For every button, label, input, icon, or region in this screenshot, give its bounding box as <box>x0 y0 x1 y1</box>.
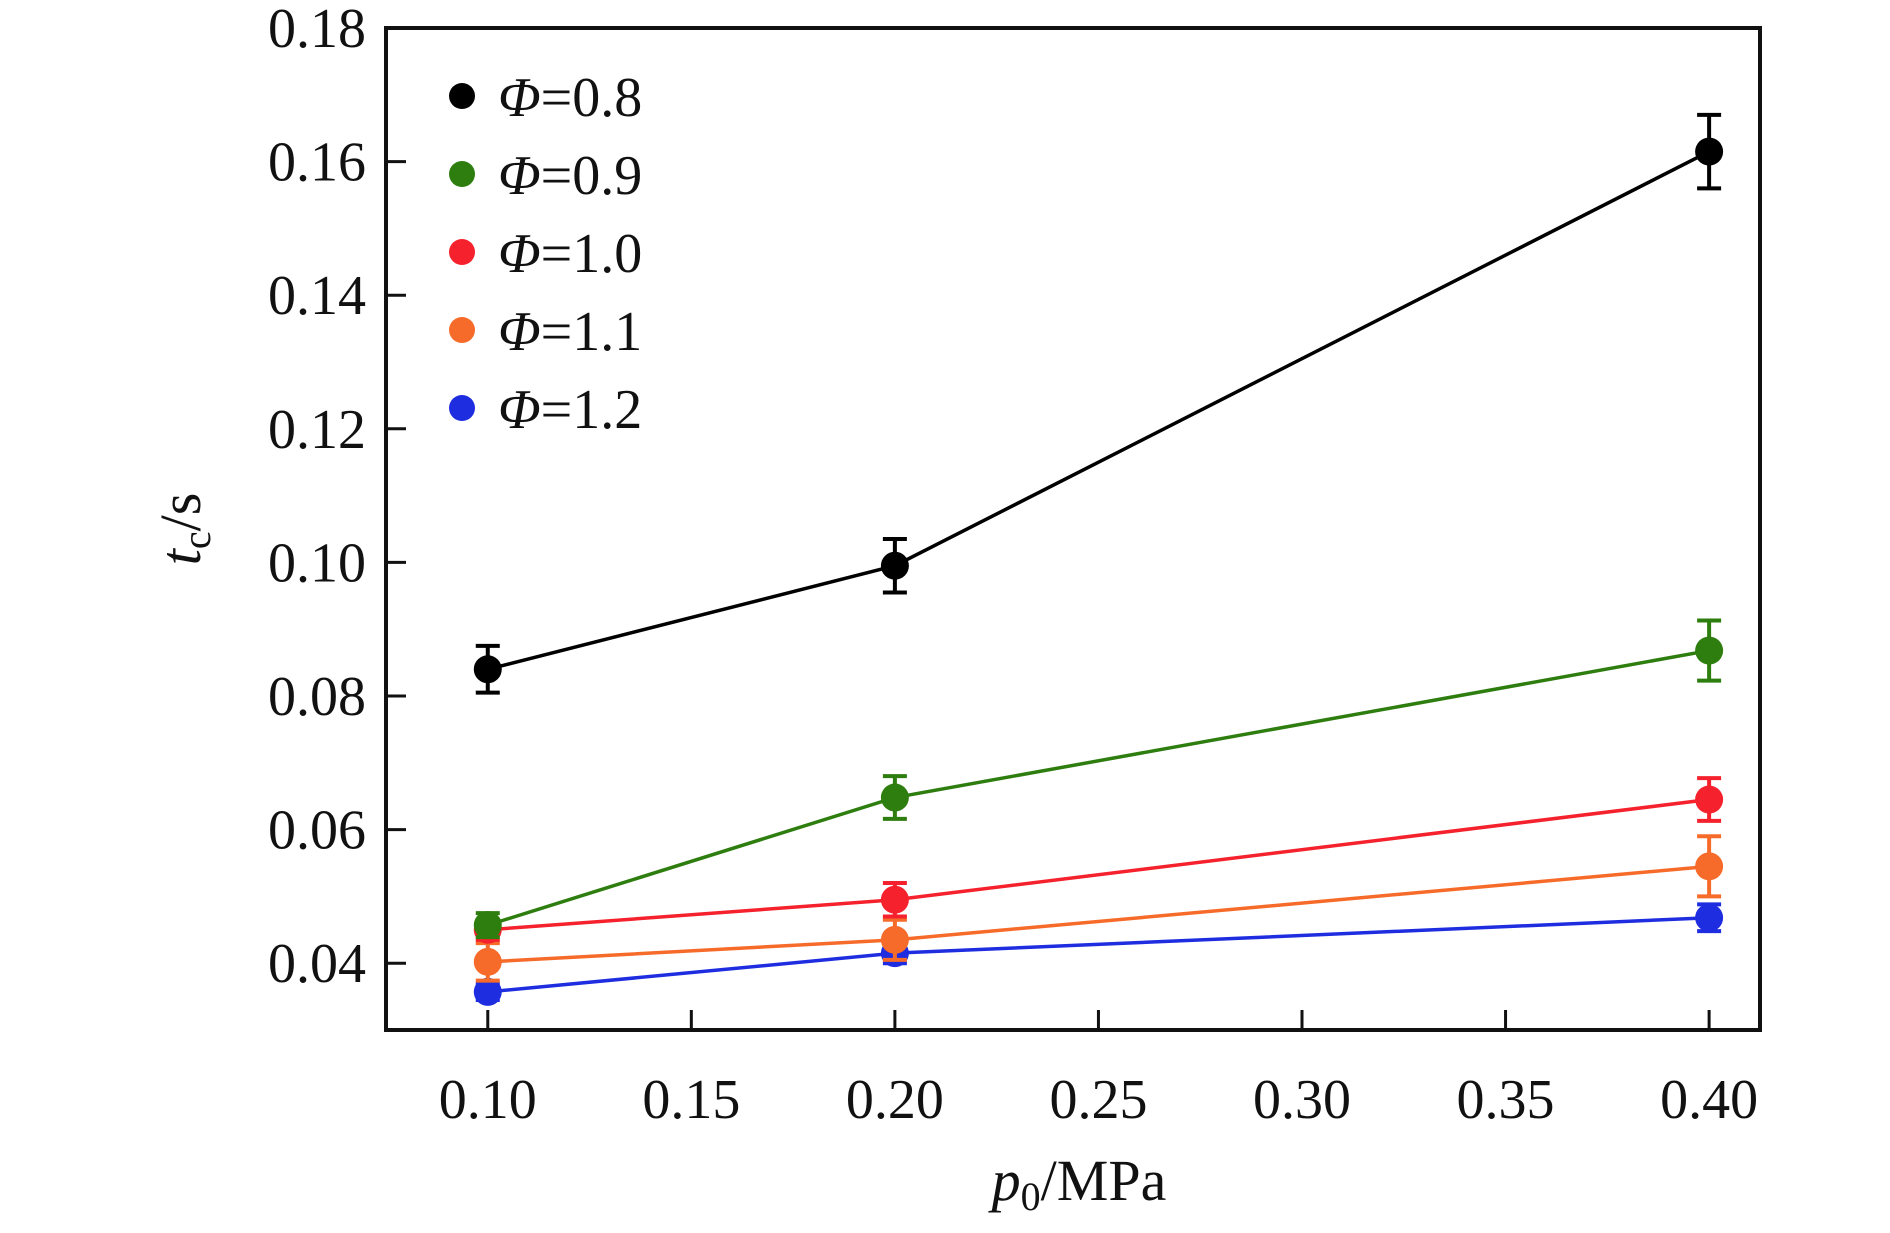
data-point <box>473 947 502 976</box>
y-axis-title: tc/s <box>148 493 219 566</box>
data-point <box>880 783 909 812</box>
legend-label: Φ=0.8 <box>498 67 642 129</box>
legend-marker <box>449 317 475 343</box>
series-group <box>473 902 1724 1006</box>
y-tick-label: 0.14 <box>268 265 366 327</box>
series-group <box>473 834 1724 983</box>
series-group <box>473 112 1724 695</box>
series-group <box>473 618 1724 940</box>
axes: 0.10 0.15 0.20 0.25 0.30 0.35 0.40 0.04 0.06 0.08… <box>148 0 1762 1219</box>
series-line <box>487 150 1710 671</box>
data-point <box>1695 137 1724 166</box>
plot-frame <box>384 26 1762 1032</box>
legend-marker <box>449 395 475 421</box>
data-point <box>880 925 909 954</box>
y-tick-label: 0.06 <box>268 800 366 862</box>
legend-marker <box>449 83 475 109</box>
legend-marker <box>449 239 475 265</box>
series-line <box>487 797 1710 932</box>
series-group <box>473 776 1724 944</box>
y-tick-label: 0.04 <box>268 933 366 995</box>
y-tick-label: 0.08 <box>268 666 366 728</box>
data-point <box>1695 785 1724 814</box>
series-line <box>487 916 1710 994</box>
legend-label: Φ=0.9 <box>498 145 642 207</box>
series-line <box>487 864 1710 964</box>
legend-marker <box>449 161 475 187</box>
y-tick-label: 0.18 <box>268 0 366 60</box>
y-tick-label: 0.10 <box>268 532 366 594</box>
x-tick-label: 0.15 <box>642 1069 740 1131</box>
legend-label: Φ=1.2 <box>498 379 642 441</box>
x-axis-title: p0/MPa <box>988 1148 1167 1219</box>
y-axis-title-group: tc/s <box>148 493 219 566</box>
legend: Φ=0.8 Φ=0.9 Φ=1.0 Φ=1.1 Φ=1.2 <box>449 67 642 441</box>
x-tick-label: 0.30 <box>1253 1069 1351 1131</box>
data-point <box>1695 903 1724 932</box>
x-tick-label: 0.35 <box>1457 1069 1555 1131</box>
data-point <box>1695 852 1724 881</box>
data-point <box>473 911 502 940</box>
x-tick-label: 0.25 <box>1049 1069 1147 1131</box>
y-tick-label: 0.12 <box>268 399 366 461</box>
x-tick-label: 0.20 <box>846 1069 944 1131</box>
x-tick-label: 0.10 <box>439 1069 537 1131</box>
data-point <box>1695 636 1724 665</box>
y-tick-label: 0.16 <box>268 132 366 194</box>
data-point <box>880 551 909 580</box>
data-point <box>880 885 909 914</box>
legend-label: Φ=1.0 <box>498 223 642 285</box>
data-point <box>473 977 502 1006</box>
data-point <box>473 655 502 684</box>
x-tick-label: 0.40 <box>1660 1069 1758 1131</box>
legend-label: Φ=1.1 <box>498 301 642 363</box>
plot-area <box>473 112 1724 1006</box>
